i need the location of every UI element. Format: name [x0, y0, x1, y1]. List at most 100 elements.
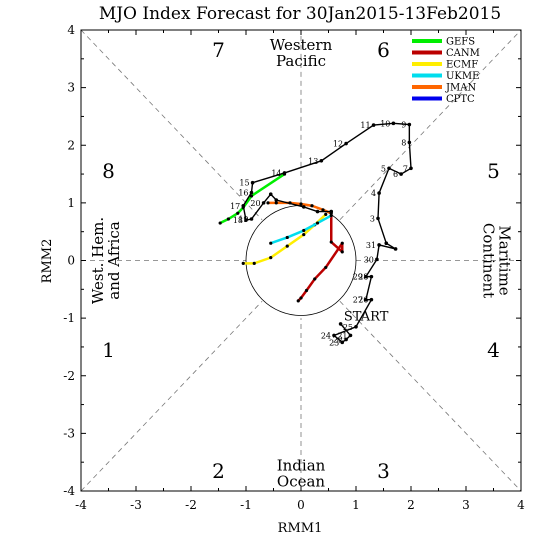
observed-point: [369, 274, 374, 279]
series-point: [252, 261, 256, 265]
series-point: [226, 217, 230, 221]
observed-point-label: 29: [353, 273, 363, 282]
series-point: [218, 221, 222, 225]
observed-point: [387, 166, 391, 171]
x-tick-label: 1: [352, 498, 360, 512]
series-point: [236, 211, 240, 215]
y-tick-label: 2: [67, 138, 75, 152]
observed-point: [364, 297, 368, 302]
y-tick-label: 3: [67, 81, 75, 95]
region-label-line: Indian: [277, 457, 326, 475]
series-point: [296, 299, 300, 303]
phase-label: 7: [212, 38, 225, 62]
series-point: [269, 241, 273, 245]
observed-point-label: 13: [308, 157, 318, 166]
series-point: [285, 235, 289, 240]
x-tick-label: -1: [240, 498, 252, 512]
series-point: [302, 232, 306, 237]
observed-point: [274, 198, 279, 202]
region-label-line: West. Hem.: [89, 217, 107, 304]
observed-point-label: 15: [239, 179, 249, 188]
series-point: [329, 213, 333, 218]
observed-point-label: 4: [371, 189, 376, 198]
observed-point: [268, 192, 273, 197]
series-point: [269, 256, 273, 260]
observed-point: [244, 218, 248, 222]
phase-label: 2: [212, 459, 225, 483]
x-axis-label: RMM1: [278, 521, 323, 536]
x-tick-label: 2: [407, 498, 415, 512]
x-tick-label: -2: [185, 498, 197, 512]
observed-point: [319, 159, 324, 163]
observed-point: [354, 324, 358, 329]
series-point: [302, 228, 306, 233]
region-label-west-hem-africa: West. Hem.and Africa: [89, 217, 123, 304]
y-tick-label: 1: [67, 196, 75, 210]
observed-point-label: 23: [329, 338, 339, 347]
observed-point-label: 11: [360, 121, 370, 130]
region-label-line: Ocean: [277, 473, 326, 491]
observed-point: [301, 205, 306, 209]
y-axis-label: RMM2: [40, 239, 55, 284]
observed-point-label: 3: [370, 214, 375, 223]
observed-point: [376, 216, 380, 221]
observed-point-label: 24: [321, 331, 331, 340]
diagonal-guide-line: [80, 300, 263, 492]
y-tick-label: 4: [67, 23, 75, 37]
chart-title: MJO Index Forecast for 30Jan2015-13Feb20…: [99, 4, 501, 24]
observed-point-label: 9: [401, 121, 406, 130]
observed-point: [261, 201, 266, 205]
observed-point: [338, 322, 343, 326]
series-point: [299, 202, 303, 206]
observed-point: [344, 141, 348, 146]
x-tick-label: 3: [462, 498, 470, 512]
region-label-line: and Africa: [105, 221, 123, 299]
series-line-ukme: [270, 214, 332, 245]
observed-point-label: 22: [333, 335, 343, 344]
observed-point-label: 10: [380, 119, 390, 128]
series-point: [315, 221, 320, 225]
series-point: [266, 201, 270, 205]
legend-label-jman: JMAN: [445, 83, 476, 94]
phase-labels: 12 3 4 5 6 7 8: [102, 38, 500, 483]
x-tick-label: -4: [75, 498, 87, 512]
series-point: [313, 277, 317, 281]
observed-point-label: 27: [353, 296, 363, 305]
diagonal-guide-line: [339, 300, 522, 492]
observed-point-label: 30: [364, 255, 374, 264]
observed-point: [377, 191, 381, 195]
legend-label-cptc: CPTC: [446, 94, 475, 105]
observed-point: [241, 203, 246, 208]
phase-label: 6: [377, 38, 390, 62]
observed-point-label: 12: [333, 140, 343, 149]
observed-point-label: 14: [271, 169, 281, 178]
phase-label: 8: [102, 159, 115, 183]
observed-point: [348, 333, 353, 338]
y-tick-label: -1: [63, 311, 75, 325]
start-label: START: [344, 309, 389, 324]
observed-point-label: 7: [403, 164, 408, 173]
observed-point: [340, 340, 345, 345]
x-tick-label: 0: [297, 498, 305, 512]
observed-point-label: 8: [401, 138, 406, 147]
series-point: [241, 261, 245, 265]
observed-point-label: 5: [381, 164, 386, 173]
observed-point: [407, 140, 412, 145]
observed-point: [250, 180, 255, 185]
series-point: [299, 296, 303, 300]
observed-point-label: 25: [343, 323, 353, 332]
observed-point: [409, 166, 413, 171]
observed-point-label: 28: [358, 273, 368, 282]
series-point: [340, 241, 344, 245]
phase-label: 5: [487, 159, 500, 183]
series-point: [304, 288, 309, 293]
legend-label-ecmf: ECMF: [446, 60, 478, 71]
series-line-canm: [297, 211, 344, 302]
observed-point-label: 18: [233, 216, 243, 225]
y-tick-label: 0: [67, 254, 75, 268]
observed-point-label: 17: [230, 202, 240, 211]
series-point: [321, 208, 325, 212]
